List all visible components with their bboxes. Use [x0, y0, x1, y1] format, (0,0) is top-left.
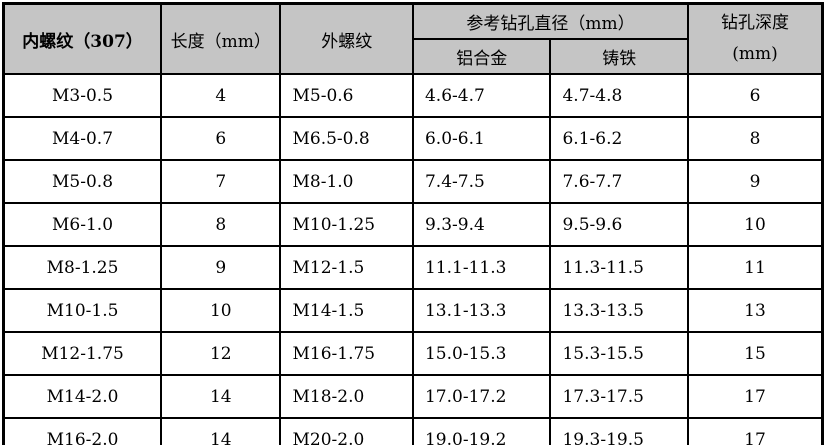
- header-cell-drill-depth: 钻孔深度 (mm): [686, 2, 824, 75]
- cell-length: 10: [160, 288, 282, 333]
- table-row: M3-0.5 4 M5-0.6 4.6-4.7 4.7-4.8 6: [2, 73, 824, 118]
- table-row: M12-1.75 12 M16-1.75 15.0-15.3 15.3-15.5…: [2, 331, 824, 376]
- cell-drill-depth: 15: [686, 331, 824, 376]
- cell-internal-thread: M12-1.75: [2, 331, 163, 376]
- cell-aluminum-alloy: 4.6-4.7: [411, 73, 552, 118]
- cell-aluminum-alloy: 7.4-7.5: [411, 159, 552, 204]
- cell-external-thread: M20-2.0: [279, 417, 414, 445]
- cell-aluminum-alloy: 19.0-19.2: [411, 417, 552, 445]
- table-row: M5-0.8 7 M8-1.0 7.4-7.5 7.6-7.7 9: [2, 159, 824, 204]
- cell-external-thread: M18-2.0: [279, 374, 414, 419]
- cell-aluminum-alloy: 9.3-9.4: [411, 202, 552, 247]
- cell-external-thread: M16-1.75: [279, 331, 414, 376]
- table-row: M16-2.0 14 M20-2.0 19.0-19.2 19.3-19.5 1…: [2, 417, 824, 445]
- cell-cast-iron: 9.5-9.6: [549, 202, 689, 247]
- header-cell-cast-iron: 铸铁: [549, 38, 689, 75]
- cell-cast-iron: 15.3-15.5: [549, 331, 689, 376]
- cell-aluminum-alloy: 11.1-11.3: [411, 245, 552, 290]
- cell-internal-thread: M4-0.7: [2, 116, 163, 161]
- cell-length: 12: [160, 331, 282, 376]
- table-row: M10-1.5 10 M14-1.5 13.1-13.3 13.3-13.5 1…: [2, 288, 824, 333]
- cell-external-thread: M12-1.5: [279, 245, 414, 290]
- cell-cast-iron: 19.3-19.5: [549, 417, 689, 445]
- header-cell-internal-thread: 内螺纹（307）: [2, 2, 163, 75]
- table-header: 内螺纹（307） 长度（mm） 外螺纹 参考钻孔直径（mm） 钻孔深度 (mm)…: [2, 2, 824, 75]
- cell-external-thread: M14-1.5: [279, 288, 414, 333]
- cell-cast-iron: 6.1-6.2: [549, 116, 689, 161]
- cell-drill-depth: 6: [686, 73, 824, 118]
- cell-length: 6: [160, 116, 282, 161]
- cell-aluminum-alloy: 13.1-13.3: [411, 288, 552, 333]
- table-body: M3-0.5 4 M5-0.6 4.6-4.7 4.7-4.8 6 M4-0.7…: [2, 73, 824, 445]
- cell-internal-thread: M10-1.5: [2, 288, 163, 333]
- table-row: M4-0.7 6 M6.5-0.8 6.0-6.1 6.1-6.2 8: [2, 116, 824, 161]
- cell-external-thread: M8-1.0: [279, 159, 414, 204]
- cell-aluminum-alloy: 6.0-6.1: [411, 116, 552, 161]
- cell-external-thread: M5-0.6: [279, 73, 414, 118]
- cell-length: 14: [160, 374, 282, 419]
- drill-depth-unit: (mm): [732, 44, 778, 64]
- cell-drill-depth: 11: [686, 245, 824, 290]
- cell-cast-iron: 11.3-11.5: [549, 245, 689, 290]
- table-row: M8-1.25 9 M12-1.5 11.1-11.3 11.3-11.5 11: [2, 245, 824, 290]
- cell-drill-depth: 10: [686, 202, 824, 247]
- cell-aluminum-alloy: 15.0-15.3: [411, 331, 552, 376]
- cell-drill-depth: 17: [686, 417, 824, 445]
- cell-length: 14: [160, 417, 282, 445]
- cell-drill-depth: 13: [686, 288, 824, 333]
- cell-drill-depth: 8: [686, 116, 824, 161]
- header-row-2: 铝合金 铸铁: [4, 38, 823, 75]
- cell-internal-thread: M6-1.0: [2, 202, 163, 247]
- header-cell-length: 长度（mm）: [160, 2, 282, 75]
- cell-length: 9: [160, 245, 282, 290]
- cell-length: 4: [160, 73, 282, 118]
- header-cell-aluminum-alloy: 铝合金: [411, 38, 552, 75]
- header-cell-ref-drill-diameter: 参考钻孔直径（mm）: [411, 2, 689, 40]
- cell-internal-thread: M14-2.0: [2, 374, 163, 419]
- cell-cast-iron: 13.3-13.5: [549, 288, 689, 333]
- cell-internal-thread: M16-2.0: [2, 417, 163, 445]
- cell-internal-thread: M8-1.25: [2, 245, 163, 290]
- cell-length: 8: [160, 202, 282, 247]
- cell-aluminum-alloy: 17.0-17.2: [411, 374, 552, 419]
- header-cell-external-thread: 外螺纹: [279, 2, 414, 75]
- cell-external-thread: M10-1.25: [279, 202, 414, 247]
- table-row: M6-1.0 8 M10-1.25 9.3-9.4 9.5-9.6 10: [2, 202, 824, 247]
- cell-internal-thread: M3-0.5: [2, 73, 163, 118]
- cell-drill-depth: 9: [686, 159, 824, 204]
- drill-depth-label: 钻孔深度: [720, 13, 789, 33]
- cell-drill-depth: 17: [686, 374, 824, 419]
- cell-external-thread: M6.5-0.8: [279, 116, 414, 161]
- cell-cast-iron: 4.7-4.8: [549, 73, 689, 118]
- cell-length: 7: [160, 159, 282, 204]
- cell-cast-iron: 7.6-7.7: [549, 159, 689, 204]
- header-row-1: 内螺纹（307） 长度（mm） 外螺纹 参考钻孔直径（mm） 钻孔深度 (mm): [2, 2, 824, 75]
- cell-internal-thread: M5-0.8: [2, 159, 163, 204]
- cell-cast-iron: 17.3-17.5: [549, 374, 689, 419]
- table-row: M14-2.0 14 M18-2.0 17.0-17.2 17.3-17.5 1…: [2, 374, 824, 419]
